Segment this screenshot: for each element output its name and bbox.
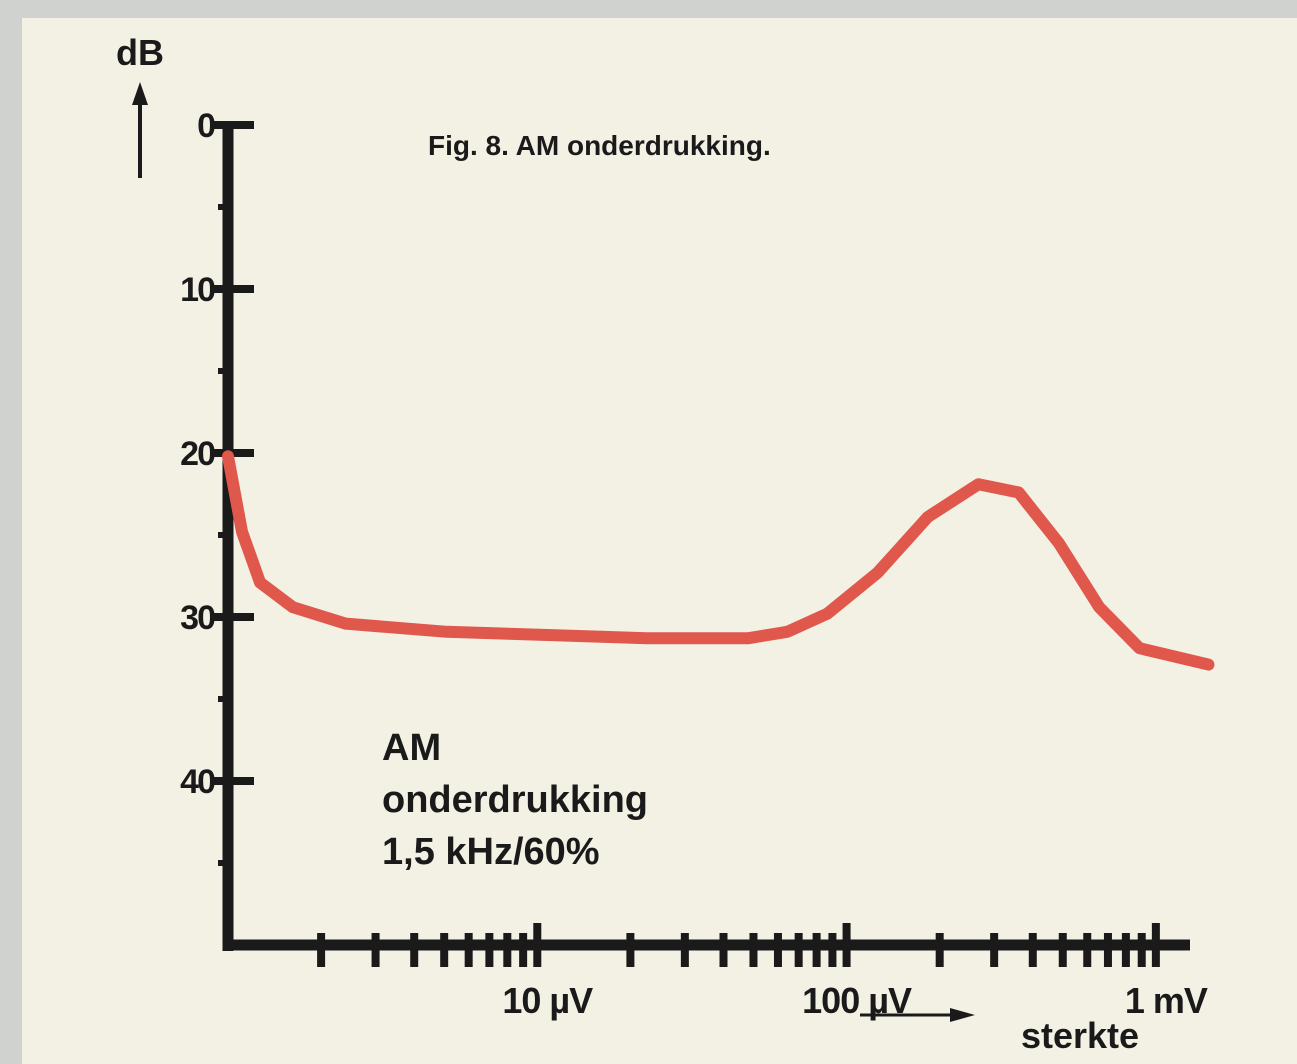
chart-title: Fig. 8. AM onderdrukking.	[428, 130, 771, 161]
y-tick-label: 0	[197, 107, 215, 145]
x-arrow-head	[950, 1008, 975, 1022]
curve	[222, 450, 1215, 671]
y-label: dB	[116, 32, 164, 73]
annotation: AM	[382, 727, 441, 769]
annotation: 1,5 kHz/60%	[382, 831, 600, 873]
y-tick-label: 10	[180, 271, 215, 309]
x-tick-label: 10 µV	[502, 980, 593, 1021]
annotation: onderdrukking	[382, 779, 648, 821]
y-tick-label: 30	[180, 599, 215, 637]
y-tick-label: 20	[180, 435, 215, 473]
y-tick-label: 40	[180, 763, 215, 801]
x-tick-label: 1 mV	[1125, 980, 1208, 1021]
x-label: sterkte	[1021, 1015, 1139, 1056]
paper	[22, 18, 1297, 1064]
y-arrow-head	[132, 82, 148, 105]
x-tick-label: 100 µV	[802, 980, 912, 1021]
